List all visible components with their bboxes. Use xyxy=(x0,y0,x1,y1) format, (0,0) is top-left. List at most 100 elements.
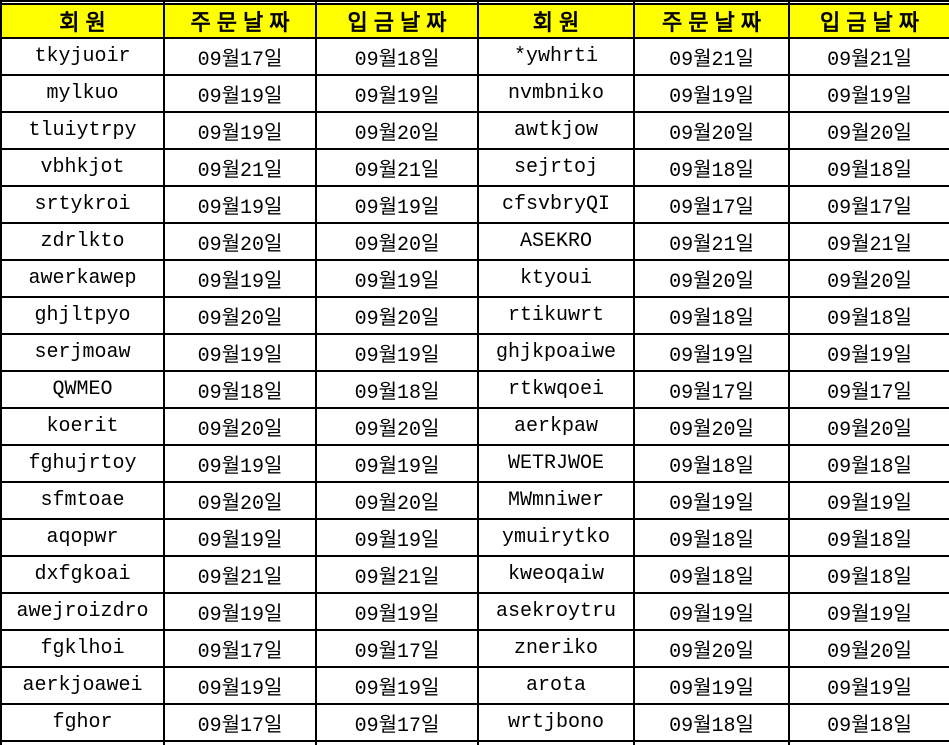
order-date-cell[interactable]: 09월19일 xyxy=(633,666,790,705)
order-date-cell[interactable]: 09월20일 xyxy=(163,296,317,335)
deposit-date-cell[interactable]: 09월20일 xyxy=(788,259,949,298)
member-cell[interactable]: tkyjuoir xyxy=(0,37,165,76)
deposit-date-cell[interactable]: 09월19일 xyxy=(315,259,479,298)
order-date-cell[interactable]: 09월20일 xyxy=(163,222,317,261)
order-date-cell[interactable]: 09월19일 xyxy=(163,444,317,483)
member-cell[interactable]: aerkjoawei xyxy=(0,666,165,705)
member-cell[interactable]: sfmtoae xyxy=(0,481,165,520)
deposit-date-cell[interactable]: 09월20일 xyxy=(315,481,479,520)
order-date-cell[interactable]: 09월21일 xyxy=(163,148,317,187)
order-date-cell[interactable]: 09월17일 xyxy=(163,703,317,742)
member-cell[interactable]: fgklhoi xyxy=(0,629,165,668)
member-cell[interactable]: rtikuwrt xyxy=(477,296,635,335)
deposit-date-cell[interactable]: 09월19일 xyxy=(315,185,479,224)
deposit-date-cell[interactable]: 09월19일 xyxy=(315,444,479,483)
member-cell[interactable]: awtkjow xyxy=(477,111,635,150)
order-date-cell[interactable]: 09월17일 xyxy=(633,185,790,224)
order-date-cell[interactable]: 09월21일 xyxy=(163,555,317,594)
order-date-cell[interactable]: 09월20일 xyxy=(163,407,317,446)
deposit-date-cell[interactable]: 09월19일 xyxy=(315,518,479,557)
deposit-date-cell[interactable]: 09월20일 xyxy=(788,111,949,150)
deposit-date-cell[interactable]: 09월19일 xyxy=(315,74,479,113)
order-date-cell[interactable]: 09월19일 xyxy=(163,185,317,224)
order-date-cell[interactable]: 09월20일 xyxy=(633,407,790,446)
member-cell[interactable]: aerkpaw xyxy=(477,407,635,446)
member-cell[interactable]: kweoqaiw xyxy=(477,555,635,594)
deposit-date-cell[interactable]: 09월19일 xyxy=(788,74,949,113)
deposit-date-cell[interactable]: 09월19일 xyxy=(788,333,949,372)
member-cell[interactable]: zdrlkto xyxy=(0,222,165,261)
order-date-cell[interactable]: 09월18일 xyxy=(633,296,790,335)
member-cell[interactable]: wrtjbono xyxy=(477,703,635,742)
member-cell[interactable]: srtykroi xyxy=(0,185,165,224)
order-date-cell[interactable]: 09월17일 xyxy=(163,37,317,76)
deposit-date-cell[interactable]: 09월20일 xyxy=(315,407,479,446)
member-cell[interactable]: cfsvbryQI xyxy=(477,185,635,224)
order-date-cell[interactable]: 09월19일 xyxy=(633,333,790,372)
order-date-cell[interactable]: 09월19일 xyxy=(163,333,317,372)
deposit-date-cell[interactable]: 09월21일 xyxy=(315,555,479,594)
member-cell[interactable]: koerit xyxy=(0,407,165,446)
deposit-date-cell[interactable]: 09월18일 xyxy=(315,37,479,76)
member-cell[interactable]: ghjltpyo xyxy=(0,296,165,335)
deposit-date-cell[interactable]: 09월21일 xyxy=(315,148,479,187)
deposit-date-cell[interactable]: 09월17일 xyxy=(315,629,479,668)
member-cell[interactable]: dxfgkoai xyxy=(0,555,165,594)
deposit-date-cell[interactable]: 09월19일 xyxy=(315,666,479,705)
header-cell-deposit-date[interactable]: 입금날짜 xyxy=(315,3,479,39)
member-cell[interactable]: zneriko xyxy=(477,629,635,668)
order-date-cell[interactable]: 09월19일 xyxy=(163,259,317,298)
deposit-date-cell[interactable]: 09월21일 xyxy=(788,222,949,261)
deposit-date-cell[interactable]: 09월20일 xyxy=(315,296,479,335)
deposit-date-cell[interactable]: 09월18일 xyxy=(788,518,949,557)
deposit-date-cell[interactable]: 09월20일 xyxy=(788,629,949,668)
order-date-cell[interactable]: 09월18일 xyxy=(633,555,790,594)
header-cell-member[interactable]: 회원 xyxy=(0,3,165,39)
order-date-cell[interactable]: 09월19일 xyxy=(633,74,790,113)
member-cell[interactable]: ktyoui xyxy=(477,259,635,298)
order-date-cell[interactable]: 09월20일 xyxy=(633,629,790,668)
deposit-date-cell[interactable]: 09월20일 xyxy=(788,407,949,446)
deposit-date-cell[interactable]: 09월17일 xyxy=(788,185,949,224)
deposit-date-cell[interactable]: 09월21일 xyxy=(788,37,949,76)
order-date-cell[interactable]: 09월21일 xyxy=(633,37,790,76)
order-date-cell[interactable]: 09월20일 xyxy=(163,481,317,520)
member-cell[interactable]: awejroizdro xyxy=(0,592,165,631)
order-date-cell[interactable]: 09월18일 xyxy=(633,703,790,742)
header-cell-deposit-date[interactable]: 입금날짜 xyxy=(788,3,949,39)
member-cell[interactable]: ASEKRO xyxy=(477,222,635,261)
member-cell[interactable]: MWmniwer xyxy=(477,481,635,520)
member-cell[interactable]: aqopwr xyxy=(0,518,165,557)
order-date-cell[interactable]: 09월19일 xyxy=(163,666,317,705)
deposit-date-cell[interactable]: 09월18일 xyxy=(788,703,949,742)
member-cell[interactable]: WETRJWOE xyxy=(477,444,635,483)
order-date-cell[interactable]: 09월19일 xyxy=(633,481,790,520)
deposit-date-cell[interactable]: 09월18일 xyxy=(788,444,949,483)
member-cell[interactable]: tluiytrpy xyxy=(0,111,165,150)
member-cell[interactable]: sejrtoj xyxy=(477,148,635,187)
member-cell[interactable]: *ywhrti xyxy=(477,37,635,76)
order-date-cell[interactable]: 09월19일 xyxy=(163,74,317,113)
member-cell[interactable]: QWMEO xyxy=(0,370,165,409)
deposit-date-cell[interactable]: 09월18일 xyxy=(315,370,479,409)
deposit-date-cell[interactable]: 09월19일 xyxy=(788,481,949,520)
deposit-date-cell[interactable]: 09월18일 xyxy=(788,148,949,187)
member-cell[interactable]: fghujrtoy xyxy=(0,444,165,483)
header-cell-member[interactable]: 회원 xyxy=(477,3,635,39)
member-cell[interactable]: nvmbniko xyxy=(477,74,635,113)
member-cell[interactable]: awerkawep xyxy=(0,259,165,298)
member-cell[interactable]: asekroytru xyxy=(477,592,635,631)
member-cell[interactable]: rtkwqoei xyxy=(477,370,635,409)
member-cell[interactable]: mylkuo xyxy=(0,74,165,113)
order-date-cell[interactable]: 09월17일 xyxy=(633,370,790,409)
member-cell[interactable]: ghjkpoaiwe xyxy=(477,333,635,372)
order-date-cell[interactable]: 09월21일 xyxy=(633,222,790,261)
order-date-cell[interactable]: 09월18일 xyxy=(633,148,790,187)
deposit-date-cell[interactable]: 09월19일 xyxy=(788,592,949,631)
order-date-cell[interactable]: 09월18일 xyxy=(163,370,317,409)
member-cell[interactable]: arota xyxy=(477,666,635,705)
order-date-cell[interactable]: 09월18일 xyxy=(633,444,790,483)
order-date-cell[interactable]: 09월17일 xyxy=(163,629,317,668)
member-cell[interactable]: serjmoaw xyxy=(0,333,165,372)
header-cell-order-date[interactable]: 주문날짜 xyxy=(163,3,317,39)
